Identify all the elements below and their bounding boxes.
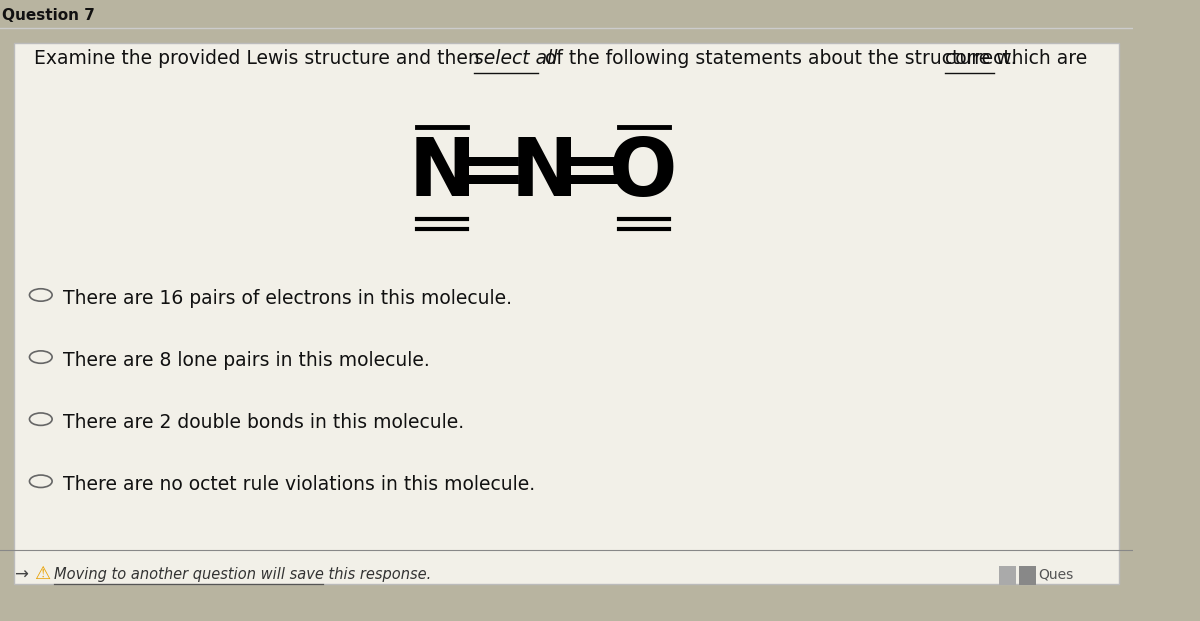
Text: Question 7: Question 7 xyxy=(2,8,95,23)
FancyBboxPatch shape xyxy=(1019,566,1036,585)
Text: ⚠: ⚠ xyxy=(34,566,50,583)
Text: There are 8 lone pairs in this molecule.: There are 8 lone pairs in this molecule. xyxy=(64,351,431,369)
Text: of the following statements about the structure which are: of the following statements about the st… xyxy=(539,50,1093,68)
Text: O: O xyxy=(610,135,678,213)
Text: «  <: « < xyxy=(1006,568,1044,581)
Text: Ques: Ques xyxy=(1038,568,1073,581)
Text: →: → xyxy=(13,566,28,583)
Text: N: N xyxy=(408,135,475,213)
Text: =: = xyxy=(460,135,527,213)
Text: Moving to another question will save this response.: Moving to another question will save thi… xyxy=(54,567,432,582)
Text: select all: select all xyxy=(474,50,557,68)
Text: =: = xyxy=(559,135,626,213)
FancyBboxPatch shape xyxy=(1000,566,1016,585)
FancyBboxPatch shape xyxy=(13,43,1120,584)
Text: N: N xyxy=(510,135,577,213)
Text: There are 16 pairs of electrons in this molecule.: There are 16 pairs of electrons in this … xyxy=(64,289,512,307)
Text: Examine the provided Lewis structure and then: Examine the provided Lewis structure and… xyxy=(34,50,486,68)
Text: There are 2 double bonds in this molecule.: There are 2 double bonds in this molecul… xyxy=(64,413,464,432)
Text: There are no octet rule violations in this molecule.: There are no octet rule violations in th… xyxy=(64,475,535,494)
Text: correct.: correct. xyxy=(944,50,1016,68)
